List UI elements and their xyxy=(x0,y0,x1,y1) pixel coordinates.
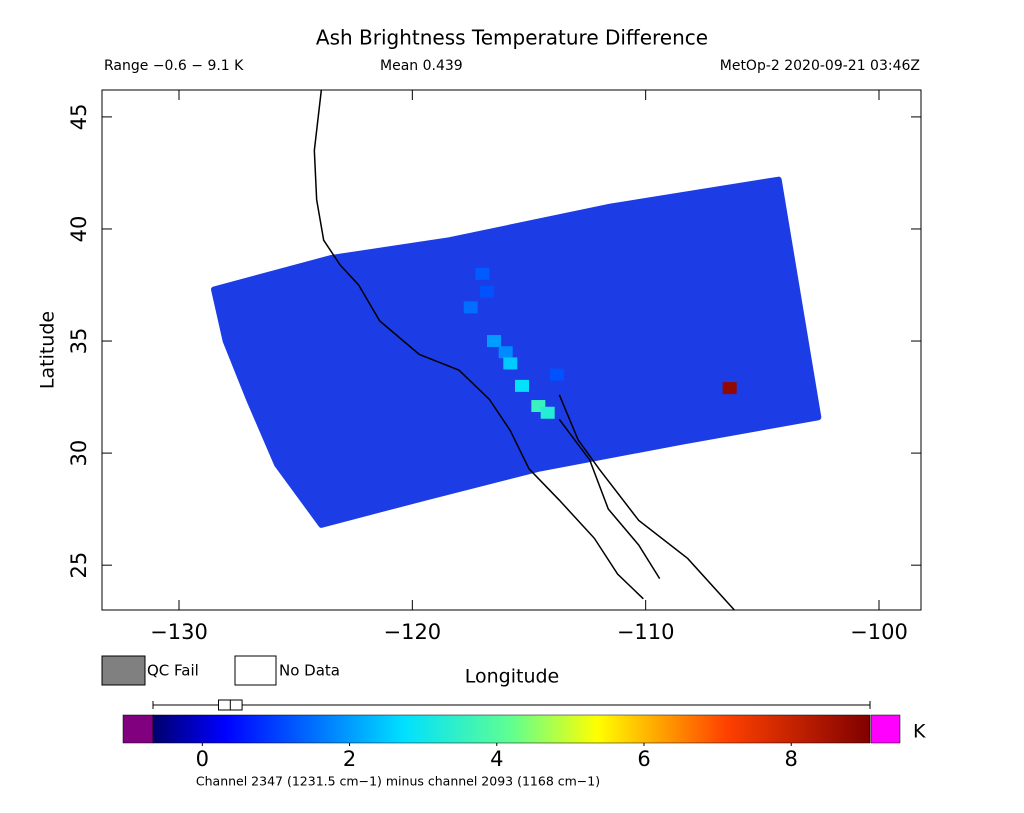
colorbar-over xyxy=(870,714,901,744)
data-cell xyxy=(475,267,490,280)
x-tick-label: −100 xyxy=(850,620,908,644)
coastline xyxy=(558,394,735,610)
data-cell xyxy=(463,301,478,314)
colorbar-caption: Channel 2347 (1231.5 cm−1) minus channel… xyxy=(196,774,600,789)
qc-fail-swatch xyxy=(101,655,146,686)
no-data-swatch xyxy=(234,655,277,686)
y-tick-label: 30 xyxy=(67,440,91,467)
coastline xyxy=(558,419,661,580)
colorbar-unit: K xyxy=(913,721,926,743)
data-cell xyxy=(722,382,737,395)
colorbar-tick-label: 4 xyxy=(490,747,503,771)
coastline xyxy=(313,90,644,600)
data-cell xyxy=(503,357,518,370)
colorbar-tick-label: 2 xyxy=(343,747,356,771)
colorbar-tick-label: 0 xyxy=(196,747,209,771)
colorbar xyxy=(152,714,871,744)
data-cell xyxy=(498,346,513,359)
data-cell xyxy=(480,285,494,298)
no-data-label: No Data xyxy=(279,662,340,680)
x-tick-label: −130 xyxy=(150,620,208,644)
y-axis-label: Latitude xyxy=(37,311,59,389)
colorbar-under xyxy=(122,714,154,744)
x-tick-label: −110 xyxy=(617,620,675,644)
source-label: MetOp-2 2020-09-21 03:46Z xyxy=(720,58,920,74)
plot-area xyxy=(211,90,822,610)
y-tick-label: 35 xyxy=(67,328,91,355)
colorbar-tick-label: 6 xyxy=(637,747,650,771)
x-axis-label: Longitude xyxy=(465,666,560,688)
data-cell xyxy=(540,406,555,419)
data-cell xyxy=(515,379,529,392)
plot-frame xyxy=(101,89,922,611)
colorbar-tick-label: 8 xyxy=(785,747,798,771)
data-cell xyxy=(550,368,564,381)
y-tick-label: 25 xyxy=(67,552,91,579)
swath xyxy=(211,176,822,528)
chart-title: Ash Brightness Temperature Difference xyxy=(316,26,708,50)
qc-fail-label: QC Fail xyxy=(147,662,199,680)
mean-label: Mean 0.439 xyxy=(380,58,463,74)
y-tick-label: 40 xyxy=(67,216,91,243)
range-label: Range −0.6 − 9.1 K xyxy=(104,58,244,74)
y-tick-label: 45 xyxy=(67,104,91,131)
data-cell xyxy=(487,335,501,348)
x-tick-label: −120 xyxy=(383,620,441,644)
